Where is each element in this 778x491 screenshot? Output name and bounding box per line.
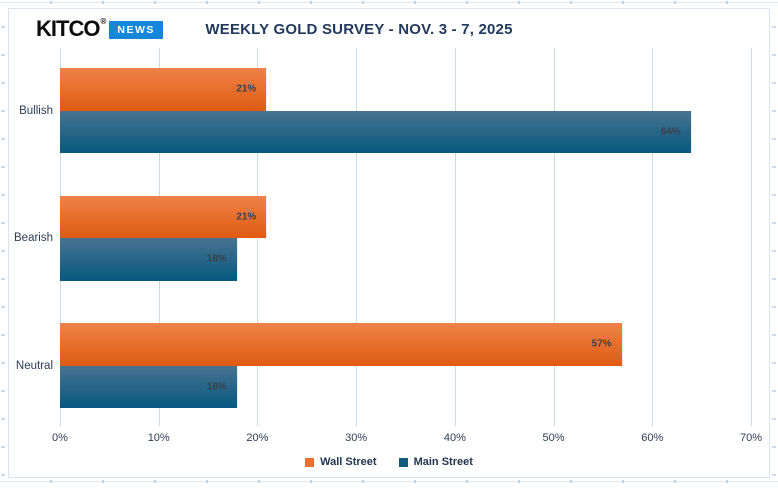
kitco-wordmark: KITCO — [36, 16, 100, 41]
x-axis-tick-label: 60% — [641, 432, 664, 444]
background-grid-ticks-left — [1, 0, 5, 491]
bar-neutral-wall-street: 57% — [60, 323, 623, 366]
chart-title: WEEKLY GOLD SURVEY - NOV. 3 - 7, 2025 — [205, 21, 513, 38]
x-axis-tick-label: 70% — [739, 432, 763, 444]
gridline-60% — [652, 48, 654, 426]
bar-bearish-main-street: 18% — [60, 238, 238, 281]
bar-bullish-wall-street: 21% — [60, 68, 268, 111]
gridline-30% — [356, 48, 358, 426]
bar-value-label: 18% — [206, 253, 227, 265]
plot-area: 0% 10% 20% 30% 40% 50% 60% 70% 21% 64% Bullish 21% 1… — [9, 9, 769, 477]
bar-bearish-wall-street: 21% — [60, 195, 268, 238]
chart-panel: KITCO ® NEWS WEEKLY GOLD SURVEY - NOV. 3… — [8, 8, 770, 478]
background-grid-dashes-top — [0, 1, 778, 4]
bar-neutral-main-street: 18% — [60, 365, 238, 408]
legend: Wall Street Main Street — [9, 456, 769, 468]
registered-trademark-icon: ® — [100, 17, 107, 26]
bar-value-label: 57% — [591, 338, 612, 350]
kitco-logo: KITCO ® NEWS — [36, 17, 163, 41]
gridline-70% — [751, 48, 752, 426]
legend-label: Main Street — [413, 456, 473, 468]
legend-item-main-street: Main Street — [398, 456, 473, 468]
bar-value-label: 18% — [206, 381, 227, 393]
legend-label: Wall Street — [320, 456, 377, 468]
legend-swatch-icon — [398, 457, 408, 467]
bar-value-label: 21% — [236, 211, 257, 223]
bar-value-label: 64% — [660, 126, 681, 138]
x-axis-tick-label: 50% — [542, 432, 565, 444]
bar-value-label: 21% — [236, 83, 257, 95]
gridline-40% — [454, 48, 456, 426]
background-grid-dashes-bottom — [0, 480, 778, 483]
legend-swatch-icon — [305, 457, 315, 467]
x-axis-tick-label: 20% — [246, 432, 269, 444]
gridline-50% — [553, 48, 555, 426]
bar-bullish-main-street: 64% — [60, 110, 692, 153]
x-axis-tick-label: 30% — [345, 432, 368, 444]
category-label-bullish: Bullish — [19, 104, 53, 117]
legend-item-wall-street: Wall Street — [305, 456, 377, 468]
news-badge: NEWS — [109, 21, 163, 39]
x-axis-tick-label: 10% — [147, 432, 170, 444]
x-axis-tick-label: 40% — [443, 432, 466, 444]
background-grid-ticks-right — [772, 0, 776, 491]
category-label-neutral: Neutral — [15, 359, 53, 372]
x-axis-tick-label: 0% — [52, 432, 68, 444]
category-label-bearish: Bearish — [14, 232, 53, 244]
